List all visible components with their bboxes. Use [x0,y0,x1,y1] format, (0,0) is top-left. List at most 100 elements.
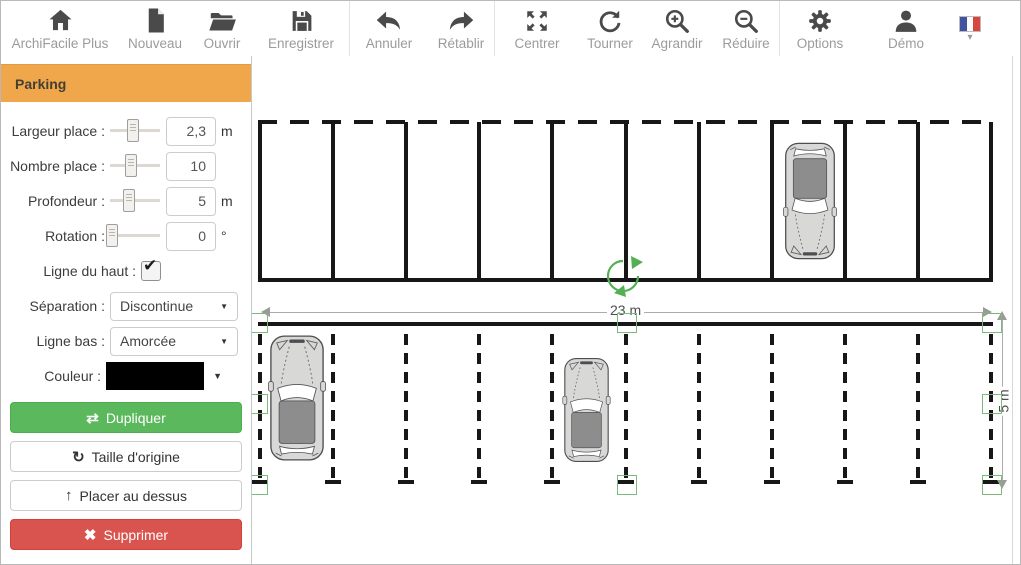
car[interactable] [268,333,326,463]
toolbar-button-undo[interactable]: Annuler [350,1,428,56]
separator-foot [325,480,342,484]
parking-separator [915,122,920,280]
toolbar-separator [779,1,780,56]
slider-thumb[interactable] [127,119,139,142]
toolbar-button-zoom-in[interactable]: Agrandir [641,1,713,56]
parking-separator [769,334,774,478]
reset-size-icon: ↻ [72,448,85,466]
toolbar-label: Démo [887,36,924,51]
separation-select[interactable]: Discontinue ▼ [110,291,238,321]
toolbar-button-center[interactable]: Centrer [495,1,579,56]
largeur-slider[interactable] [110,118,160,144]
profondeur-input[interactable]: 5 [166,186,216,216]
toolbar-language-selector[interactable]: ▾ [948,1,992,56]
parking-separator [696,122,701,280]
drawing-canvas[interactable]: 23 m 5 m [252,56,1020,564]
select-value: Discontinue [120,298,194,314]
separator-foot [690,480,707,484]
parking-separator [404,334,409,478]
toolbar-label: Rétablir [437,36,485,51]
ligne-du-haut-checkbox[interactable]: ✔ [141,256,161,281]
supprimer-button[interactable]: ✖ Supprimer [10,519,242,550]
separator-foot [544,480,561,484]
rotate-icon [597,6,623,34]
taille-origine-button[interactable]: ↻ Taille d'origine [10,441,242,472]
parking-properties-panel: Parking Largeur place : 2,3 m Nombre pla… [1,56,252,564]
slider-thumb[interactable] [125,154,137,177]
field-label: Ligne du haut : [43,263,136,279]
nombre-slider[interactable] [110,153,160,179]
zoom-out-icon [733,6,759,34]
dupliquer-button[interactable]: ⇄ Dupliquer [10,402,242,433]
canvas-border [1012,56,1013,564]
rotation-input[interactable]: 0 [166,221,216,251]
toolbar-button-save[interactable]: Enregistrer [253,1,349,56]
nombre-input[interactable]: 10 [166,151,216,181]
field-label: Largeur place : [11,123,105,139]
separator-foot [398,480,415,484]
rotation-slider[interactable] [106,223,160,249]
slider-track [110,234,160,237]
toolbar-label: Annuler [365,36,413,51]
toolbar-button-rotate[interactable]: Tourner [579,1,641,56]
toolbar: ArchiFacile Plus Nouveau Ouvrir Enregist… [1,1,1020,57]
selection-handle-top-center[interactable] [617,313,637,333]
duplicate-icon: ⇄ [86,409,99,427]
parking-separator [258,122,262,280]
chevron-down-icon: ▼ [220,336,228,346]
selection-handle-bottom-right[interactable] [982,475,1002,495]
parking-separator [404,122,409,280]
ligne-bas-select[interactable]: Amorcée ▼ [110,326,238,356]
toolbar-button-redo[interactable]: Rétablir [428,1,494,56]
unit-label: ° [221,228,227,244]
car[interactable] [561,357,612,463]
chevron-down-icon[interactable]: ▼ [213,371,222,381]
toolbar-label: Options [796,36,844,51]
toolbar-button-demo[interactable]: Démo [864,1,948,56]
field-label: Séparation : [29,298,106,314]
toolbar-label: Ouvrir [203,36,241,51]
parking-separator [623,334,628,478]
parking-separator [477,334,482,478]
slider-thumb[interactable] [123,189,135,212]
french-flag-icon [959,16,981,32]
parking-solid-line [258,322,993,326]
toolbar-button-options[interactable]: Options [780,1,860,56]
parking-separator [915,334,920,478]
separator-foot [983,480,999,484]
selection-handle-top-right[interactable] [982,313,1002,333]
toolbar-label: Tourner [587,36,633,51]
field-row-largeur: Largeur place : 2,3 m [1,116,239,146]
toolbar-button-open[interactable]: Ouvrir [191,1,253,56]
field-label: Nombre place : [10,158,105,174]
profondeur-slider[interactable] [110,188,160,214]
couleur-swatch[interactable] [106,362,205,390]
toolbar-button-zoom-out[interactable]: Réduire [713,1,779,56]
gear-icon [807,6,833,34]
car[interactable] [783,139,837,263]
zoom-in-icon [664,6,690,34]
undo-icon [375,6,403,34]
rotate-handle[interactable] [601,254,645,298]
largeur-input[interactable]: 2,3 [166,116,216,146]
arrow-left-icon [261,307,270,317]
toolbar-button-new[interactable]: Nouveau [119,1,191,56]
separator-foot [617,480,634,484]
selection-handle-bottom-left[interactable] [252,475,268,495]
selection-handle-bottom-center[interactable] [617,475,637,495]
field-row-couleur: Couleur : ▼ [1,361,222,391]
selection-handle-top-left[interactable] [252,313,268,333]
selection-handle-middle-left[interactable] [252,394,268,414]
parking-row-top[interactable] [258,120,993,282]
width-dimension-line: 23 m [261,302,992,318]
field-label: Rotation : [45,228,105,244]
selection-handle-middle-right[interactable] [982,394,1002,414]
unit-label: m [221,123,233,139]
parking-separator [769,122,774,280]
separator-foot [909,480,926,484]
toolbar-button-home[interactable]: ArchiFacile Plus [1,1,119,56]
slider-thumb[interactable] [106,224,118,247]
placer-au-dessus-button[interactable]: ↑ Placer au dessus [10,480,242,511]
parking-row-bottom-selected[interactable] [252,322,999,484]
field-row-ligne-du-haut: Ligne du haut : ✔ [1,256,251,286]
